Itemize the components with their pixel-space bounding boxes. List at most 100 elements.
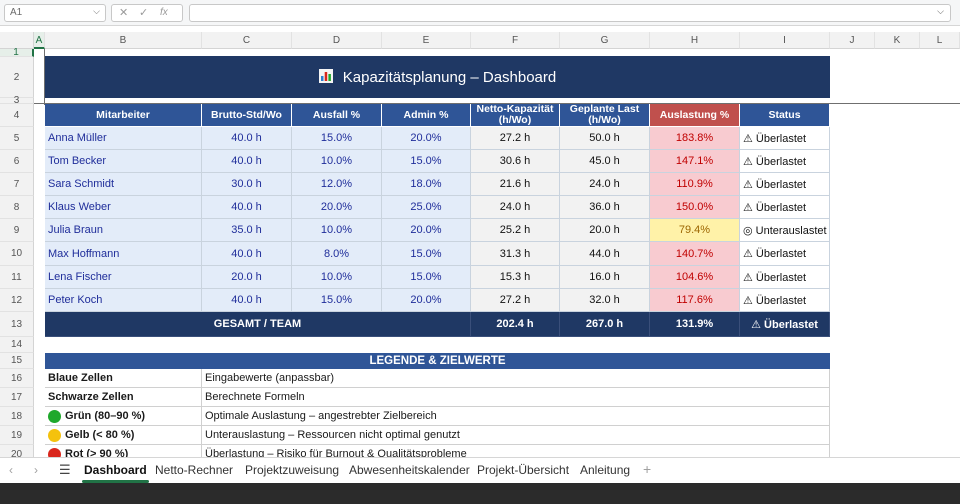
column-header-d[interactable]: D — [292, 32, 382, 49]
table-cell[interactable]: 18.0% — [382, 173, 471, 196]
row-header-15[interactable]: 15 — [0, 353, 34, 369]
sheet-tab-5[interactable]: Anleitung — [580, 463, 631, 477]
column-header-g[interactable]: G — [560, 32, 650, 49]
column-header-e[interactable]: E — [382, 32, 471, 49]
chevron-left-icon[interactable]: ‹ — [9, 463, 13, 477]
employee-name[interactable]: Klaus Weber — [45, 196, 202, 219]
employee-name[interactable]: Max Hoffmann — [45, 242, 202, 266]
column-header-k[interactable]: K — [875, 32, 920, 49]
table-cell[interactable]: 10.0% — [292, 219, 382, 242]
table-cell[interactable]: 44.0 h — [560, 242, 650, 266]
table-cell[interactable]: ◎ Unterauslastet — [740, 219, 830, 242]
table-cell[interactable]: 150.0% — [650, 196, 740, 219]
table-cell[interactable]: 104.6% — [650, 266, 740, 289]
table-cell[interactable]: 16.0 h — [560, 266, 650, 289]
table-cell[interactable]: 20.0 h — [202, 266, 292, 289]
table-cell[interactable]: 20.0% — [292, 196, 382, 219]
column-header-c[interactable]: C — [202, 32, 292, 49]
table-cell[interactable]: ⚠ Überlastet — [740, 266, 830, 289]
sheet-list-icon[interactable]: ☰ — [59, 462, 71, 477]
table-cell[interactable]: ⚠ Überlastet — [740, 289, 830, 312]
sheet-tab-4[interactable]: Projekt-Übersicht — [477, 463, 570, 477]
table-cell[interactable]: 15.0% — [382, 242, 471, 266]
row-header-13[interactable]: 13 — [0, 312, 34, 337]
table-cell[interactable]: 117.6% — [650, 289, 740, 312]
employee-name[interactable]: Julia Braun — [45, 219, 202, 242]
row-header-4[interactable]: 4 — [0, 104, 34, 127]
row-header-8[interactable]: 8 — [0, 196, 34, 219]
formula-input[interactable]: ⌵ — [189, 4, 951, 22]
chevron-down-icon[interactable]: ⌵ — [93, 6, 100, 16]
table-cell[interactable]: 20.0% — [382, 289, 471, 312]
sheet-tab-3[interactable]: Abwesenheitskalender — [349, 463, 470, 477]
table-cell[interactable]: ⚠ Überlastet — [740, 242, 830, 266]
employee-name[interactable]: Peter Koch — [45, 289, 202, 312]
table-cell[interactable]: 25.2 h — [471, 219, 560, 242]
table-cell[interactable]: 10.0% — [292, 266, 382, 289]
table-cell[interactable]: 183.8% — [650, 127, 740, 150]
column-header-b[interactable]: B — [45, 32, 202, 49]
table-cell[interactable]: 12.0% — [292, 173, 382, 196]
row-header-5[interactable]: 5 — [0, 127, 34, 150]
sheet-tab-0[interactable]: Dashboard — [82, 463, 149, 483]
table-cell[interactable]: 20.0% — [382, 219, 471, 242]
table-cell[interactable]: 32.0 h — [560, 289, 650, 312]
table-cell[interactable]: 15.3 h — [471, 266, 560, 289]
row-header-6[interactable]: 6 — [0, 150, 34, 173]
row-header-17[interactable]: 17 — [0, 388, 34, 407]
table-cell[interactable]: 27.2 h — [471, 127, 560, 150]
add-sheet-button[interactable]: + — [643, 461, 652, 477]
table-cell[interactable]: 8.0% — [292, 242, 382, 266]
table-cell[interactable]: 40.0 h — [202, 150, 292, 173]
table-cell[interactable]: 24.0 h — [471, 196, 560, 219]
table-cell[interactable]: 20.0 h — [560, 219, 650, 242]
column-header-j[interactable]: J — [830, 32, 875, 49]
function-icon[interactable]: fx — [160, 7, 168, 18]
column-header-f[interactable]: F — [471, 32, 560, 49]
table-cell[interactable]: 147.1% — [650, 150, 740, 173]
table-cell[interactable]: 15.0% — [292, 127, 382, 150]
table-cell[interactable]: 45.0 h — [560, 150, 650, 173]
table-cell[interactable]: 30.6 h — [471, 150, 560, 173]
row-header-10[interactable]: 10 — [0, 242, 34, 266]
table-cell[interactable]: 25.0% — [382, 196, 471, 219]
row-header-7[interactable]: 7 — [0, 173, 34, 196]
employee-name[interactable]: Lena Fischer — [45, 266, 202, 289]
row-header-1[interactable]: 1 — [0, 48, 34, 58]
row-header-14[interactable]: 14 — [0, 337, 34, 353]
row-header-12[interactable]: 12 — [0, 289, 34, 312]
employee-name[interactable]: Sara Schmidt — [45, 173, 202, 196]
table-cell[interactable]: ⚠ Überlastet — [740, 150, 830, 173]
table-cell[interactable]: 15.0% — [292, 289, 382, 312]
row-header-3[interactable]: 3 — [0, 96, 34, 106]
employee-name[interactable]: Tom Becker — [45, 150, 202, 173]
table-cell[interactable]: 36.0 h — [560, 196, 650, 219]
table-cell[interactable]: ⚠ Überlastet — [740, 196, 830, 219]
table-cell[interactable]: 40.0 h — [202, 242, 292, 266]
table-cell[interactable]: 24.0 h — [560, 173, 650, 196]
name-box[interactable]: A1 ⌵ — [4, 4, 106, 22]
table-cell[interactable]: 27.2 h — [471, 289, 560, 312]
row-header-2[interactable]: 2 — [0, 57, 34, 98]
table-cell[interactable]: 30.0 h — [202, 173, 292, 196]
sheet-tab-2[interactable]: Projektzuweisung — [245, 463, 340, 477]
table-cell[interactable]: ⚠ Überlastet — [740, 173, 830, 196]
table-cell[interactable]: 40.0 h — [202, 127, 292, 150]
chevron-right-icon[interactable]: › — [34, 463, 38, 477]
table-cell[interactable]: 79.4% — [650, 219, 740, 242]
row-header-11[interactable]: 11 — [0, 266, 34, 289]
table-cell[interactable]: 110.9% — [650, 173, 740, 196]
row-header-9[interactable]: 9 — [0, 219, 34, 242]
column-header-l[interactable]: L — [920, 32, 960, 49]
table-cell[interactable]: 40.0 h — [202, 196, 292, 219]
confirm-icon[interactable]: ✓ — [139, 7, 149, 19]
table-cell[interactable]: ⚠ Überlastet — [740, 127, 830, 150]
table-cell[interactable]: 20.0% — [382, 127, 471, 150]
cancel-icon[interactable]: ✕ — [119, 7, 129, 19]
sheet-tab-1[interactable]: Netto-Rechner — [155, 463, 234, 477]
table-cell[interactable]: 21.6 h — [471, 173, 560, 196]
row-header-19[interactable]: 19 — [0, 426, 34, 445]
table-cell[interactable]: 31.3 h — [471, 242, 560, 266]
table-cell[interactable]: 10.0% — [292, 150, 382, 173]
column-header-a[interactable]: A — [34, 32, 45, 49]
